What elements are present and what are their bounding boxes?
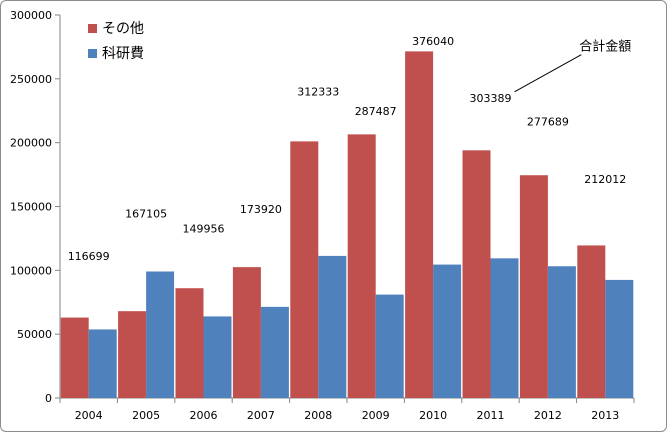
bar-other — [118, 311, 147, 398]
bars — [60, 51, 634, 398]
bar-kakenhi — [88, 329, 117, 398]
bar-kakenhi — [260, 306, 289, 398]
bar-kakenhi — [605, 279, 634, 398]
x-tick-label: 2008 — [304, 409, 332, 422]
annotation: 合計金額 — [514, 39, 631, 93]
bar-other — [232, 267, 261, 398]
bar-other — [577, 245, 606, 398]
x-tick-label: 2010 — [419, 409, 447, 422]
y-tick-label: 150000 — [10, 201, 52, 214]
bar-kakenhi — [375, 294, 404, 398]
y-tick-label: 300000 — [10, 9, 52, 22]
bar-kakenhi — [203, 316, 232, 398]
total-label: 287487 — [355, 105, 397, 118]
total-labels: 116699 167105 149956 173920 312333 287487 3760… — [68, 35, 627, 263]
total-label: 303389 — [470, 92, 512, 105]
annotation-leader-line — [514, 54, 582, 93]
bar-other — [519, 175, 548, 398]
total-label: 376040 — [412, 35, 454, 48]
y-tick-label: 100000 — [10, 264, 52, 277]
bar-other — [290, 141, 319, 398]
bar-kakenhi — [433, 264, 462, 398]
y-tick-label: 250000 — [10, 73, 52, 86]
y-tick-label: 0 — [45, 392, 52, 405]
total-label: 212012 — [584, 173, 626, 186]
bar-other — [347, 134, 376, 398]
bar-kakenhi — [547, 266, 576, 398]
bar-other — [60, 317, 89, 398]
bar-kakenhi — [146, 271, 175, 398]
bar-other — [462, 150, 491, 398]
legend-label: 科研費 — [102, 46, 144, 62]
x-tick-label: 2009 — [362, 409, 390, 422]
axes: 0 50000 100000 150000 200000 250000 300000 2004… — [10, 9, 635, 422]
y-tick-label: 50000 — [17, 328, 52, 341]
x-tick-label: 2006 — [190, 409, 218, 422]
total-label: 312333 — [297, 85, 339, 98]
x-tick-label: 2011 — [477, 409, 505, 422]
x-tick-label: 2005 — [132, 409, 160, 422]
y-tick-label: 200000 — [10, 137, 52, 150]
annotation-label: 合計金額 — [579, 39, 631, 55]
total-label: 173920 — [240, 203, 282, 216]
legend-swatch — [88, 24, 97, 33]
bar-other — [175, 288, 204, 398]
legend-label: その他 — [102, 21, 144, 37]
bar-kakenhi — [318, 255, 347, 398]
x-tick-label: 2012 — [534, 409, 562, 422]
bar-other — [405, 51, 434, 398]
bar-kakenhi — [490, 258, 519, 398]
total-label: 116699 — [68, 250, 110, 263]
x-tick-label: 2013 — [591, 409, 619, 422]
total-label: 167105 — [125, 207, 167, 220]
total-label: 277689 — [527, 115, 569, 128]
x-tick-label: 2007 — [247, 409, 275, 422]
total-label: 149956 — [183, 223, 225, 236]
legend-swatch — [88, 49, 97, 58]
x-tick-label: 2004 — [75, 409, 103, 422]
